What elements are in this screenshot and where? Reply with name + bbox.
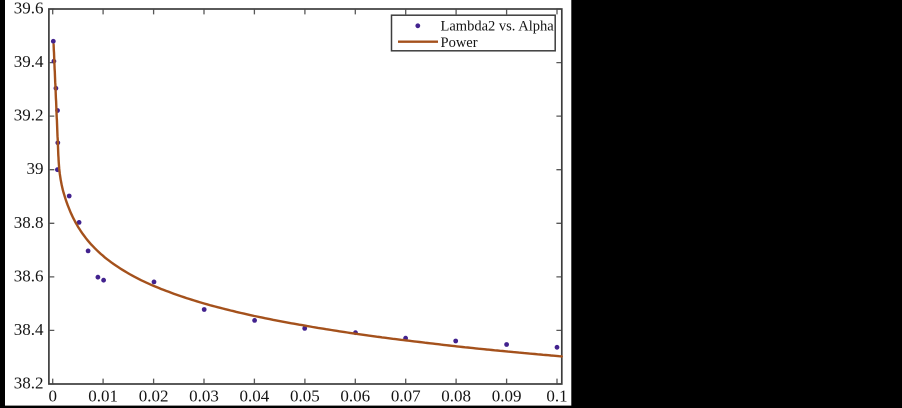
svg-text:0.09: 0.09	[492, 387, 522, 406]
svg-text:38.4: 38.4	[14, 320, 44, 339]
svg-text:0.07: 0.07	[391, 387, 421, 406]
svg-text:0.08: 0.08	[441, 387, 471, 406]
svg-text:0.03: 0.03	[189, 387, 219, 406]
svg-text:0: 0	[48, 387, 57, 406]
svg-text:Power: Power	[441, 35, 478, 51]
svg-text:0.02: 0.02	[139, 387, 169, 406]
svg-text:0.01: 0.01	[88, 387, 118, 406]
svg-text:39: 39	[27, 159, 44, 178]
svg-text:0.1: 0.1	[546, 387, 567, 406]
svg-text:Lambda2 vs. Alpha: Lambda2 vs. Alpha	[441, 19, 555, 35]
svg-text:38.8: 38.8	[14, 213, 44, 232]
svg-text:38.6: 38.6	[14, 266, 44, 285]
svg-text:38.2: 38.2	[14, 374, 44, 393]
svg-text:39.2: 39.2	[14, 106, 44, 125]
svg-text:0.05: 0.05	[290, 387, 320, 406]
svg-text:0.04: 0.04	[240, 387, 270, 406]
svg-text:39.6: 39.6	[14, 0, 44, 18]
svg-text:39.4: 39.4	[14, 52, 44, 71]
svg-text:0.06: 0.06	[340, 387, 370, 406]
